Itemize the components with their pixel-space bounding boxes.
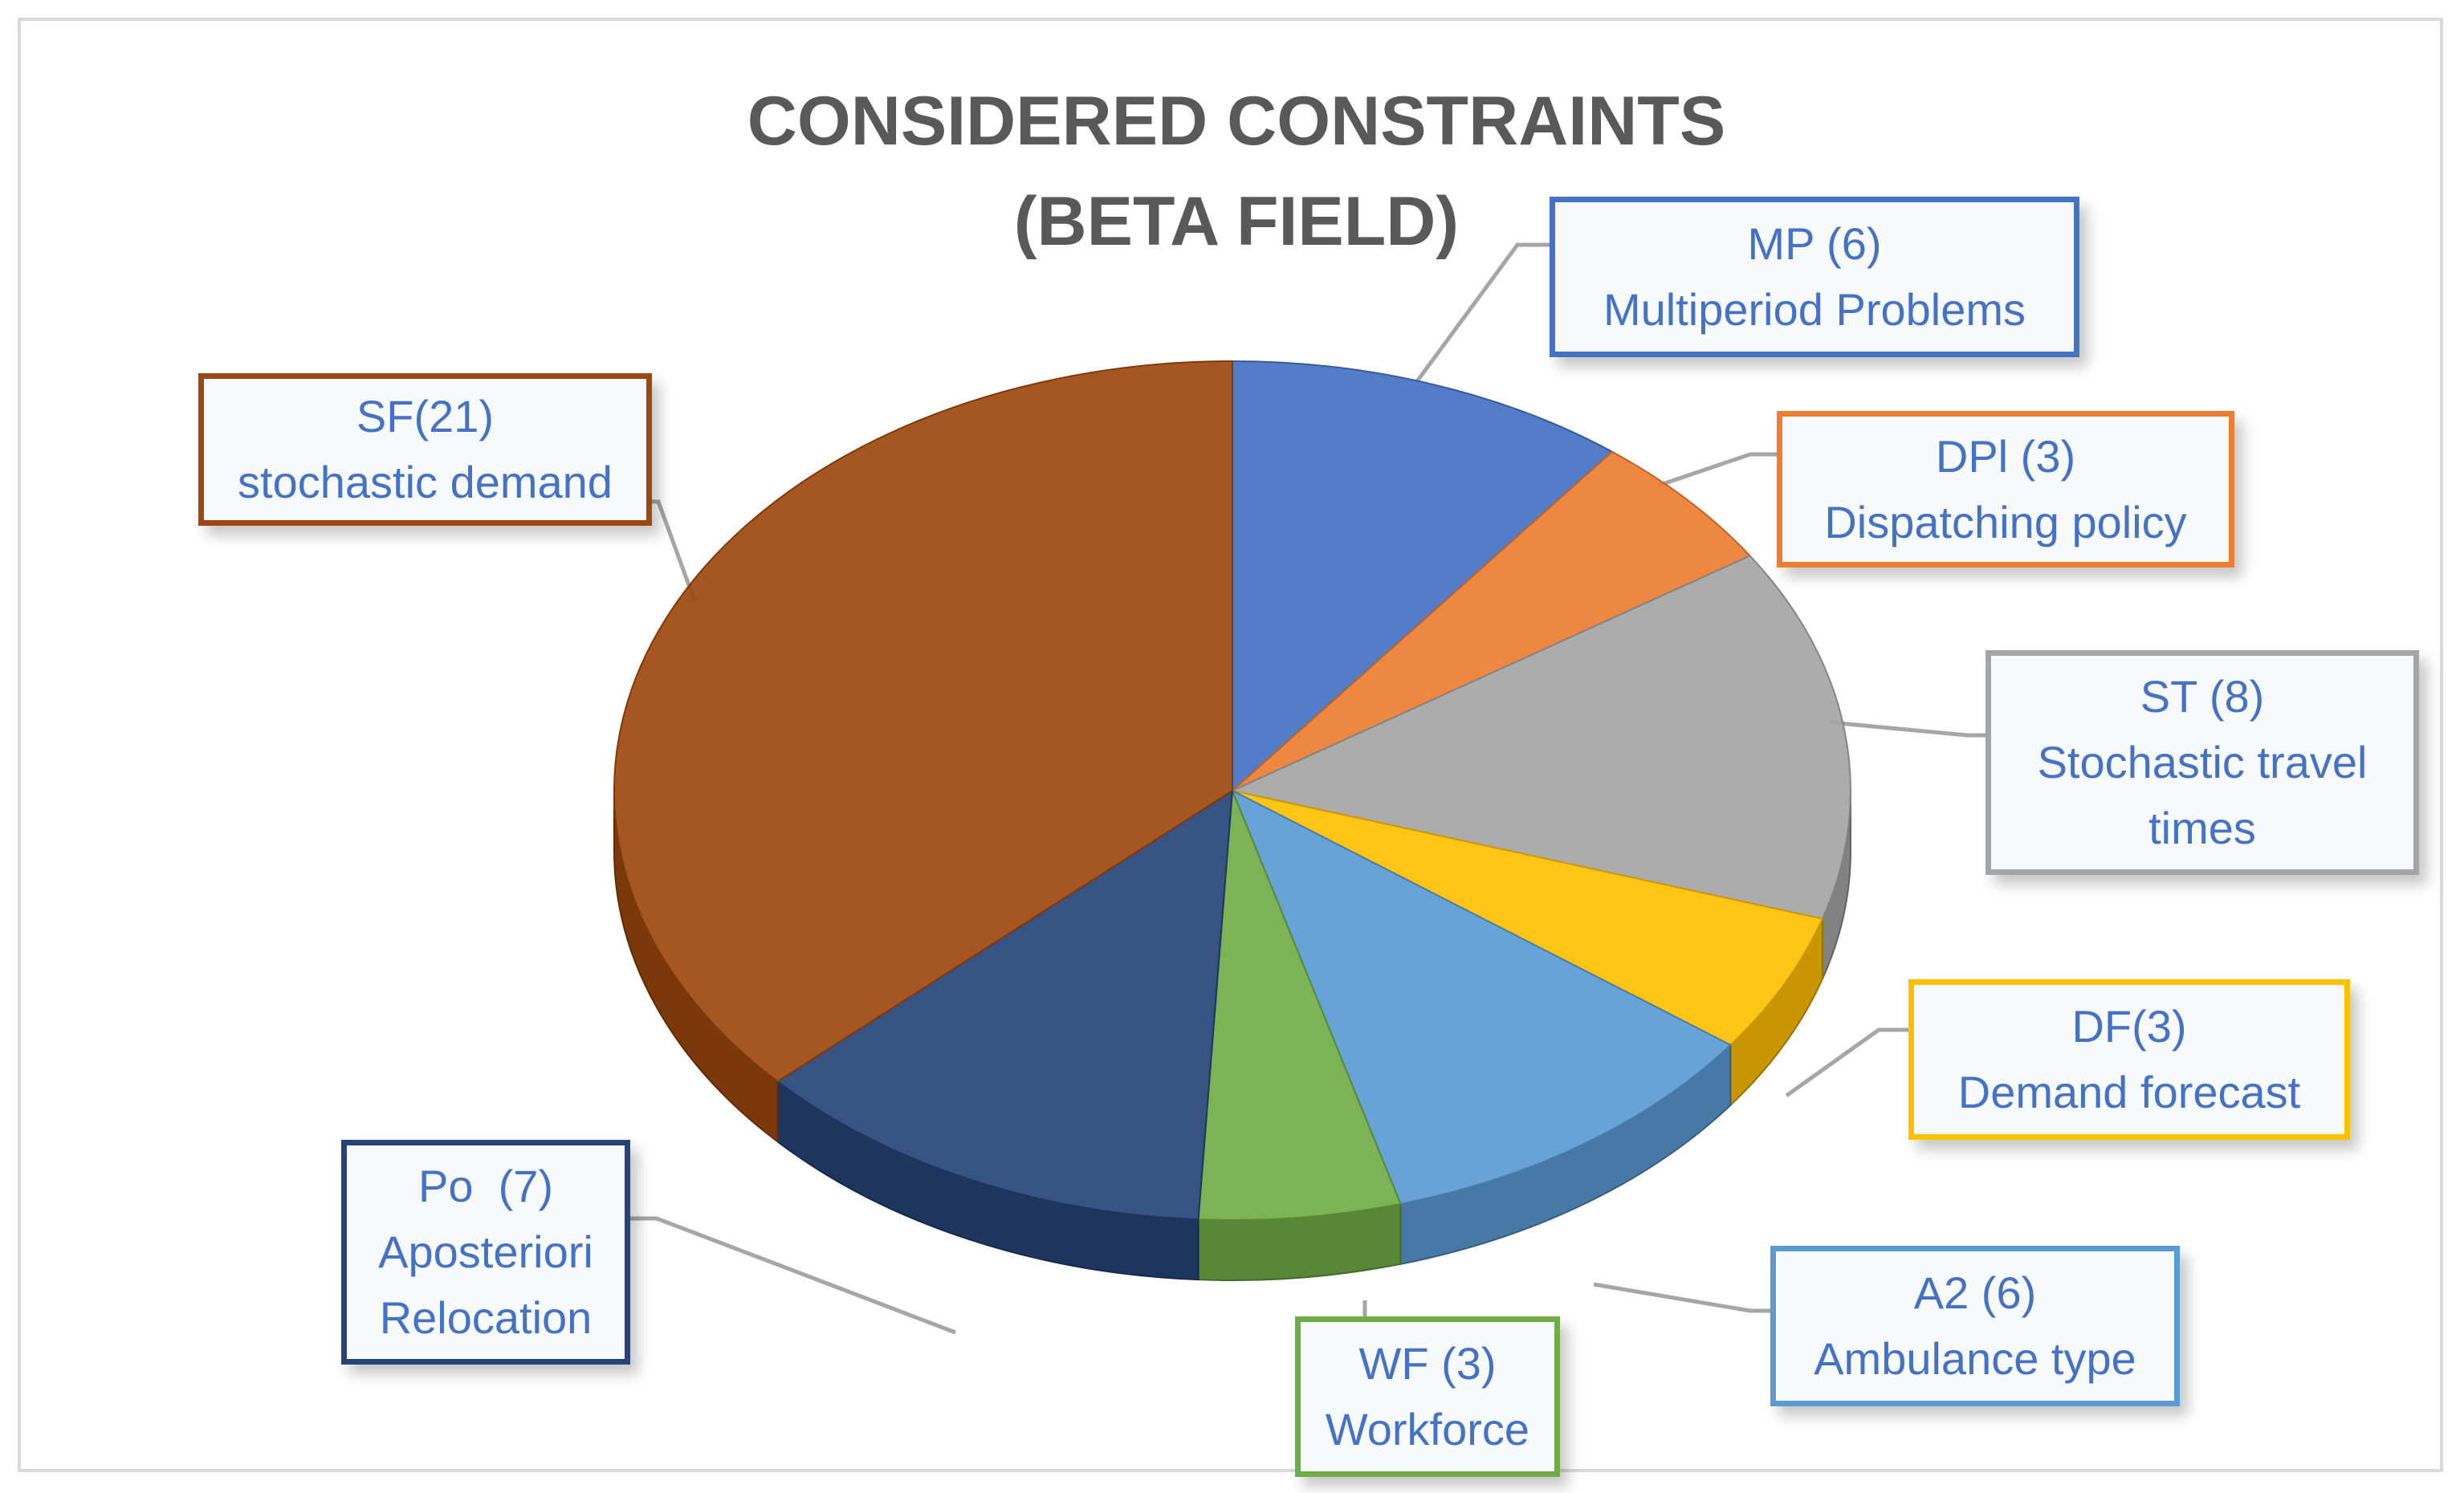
chart-title-line-1: CONSIDERED CONSTRAINTS: [747, 83, 1725, 160]
data-label-sf-21: SF(21) stochastic demand: [198, 373, 652, 526]
pie-slice-st-8: [1229, 555, 1851, 920]
data-label-df-3: DF(3) Demand forecast: [1908, 979, 2350, 1140]
pie-slices: [613, 360, 1851, 1222]
data-label-code: MP (6): [1747, 218, 1882, 269]
data-label-code: ST (8): [2140, 671, 2265, 722]
data-label-code: DPl (3): [1935, 430, 2076, 482]
pie-slice-dpl-3: [1232, 450, 1752, 791]
data-label-code: Po (7): [417, 1161, 554, 1211]
data-label-st-8: ST (8) Stochastic travel times: [1985, 650, 2419, 875]
data-label-description-line-1: stochastic demand: [238, 457, 613, 507]
data-label-dpl-3: DPl (3) Dispatching policy: [1777, 411, 2234, 568]
leader-line-mp-6: [1415, 242, 1550, 383]
leader-line-st-8: [1830, 720, 1985, 738]
leader-line-sf-21: [652, 499, 697, 601]
data-label-description-line-1: Dispatching policy: [1824, 496, 2187, 547]
chart-title: CONSIDERED CONSTRAINTS (BETA FIELD): [747, 83, 1725, 260]
data-label-description-line-1: Ambulance type: [1814, 1333, 2136, 1384]
data-label-code: DF(3): [2071, 1001, 2187, 1052]
pie-slice-po-7: [776, 789, 1234, 1221]
leader-line-a2-6: [1593, 1282, 1770, 1313]
leader-line-dpl-3: [1657, 452, 1777, 488]
data-label-po-7: Po (7) Aposteriori Relocation: [341, 1140, 630, 1365]
pie-slice-df-3: [1232, 790, 1824, 1047]
data-label-description-line-1: Workforce: [1325, 1404, 1530, 1454]
data-label-wf-3: WF (3) Workforce: [1295, 1316, 1560, 1477]
data-label-code: WF (3): [1358, 1338, 1497, 1389]
chart-title-line-2: (BETA FIELD): [1014, 183, 1459, 260]
leader-line-df-3: [1785, 1027, 1908, 1098]
data-label-a2-6: A2 (6) Ambulance type: [1770, 1246, 2180, 1406]
leader-line-po-7: [630, 1216, 956, 1335]
data-label-description-line-1: Aposteriori: [378, 1227, 593, 1277]
data-label-mp-6: MP (6) Multiperiod Problems: [1550, 197, 2079, 357]
data-label-description-line-1: Demand forecast: [1957, 1067, 2301, 1117]
pie-slice-a2-6: [1231, 788, 1733, 1205]
pie-slice-sf-21: [613, 360, 1233, 1083]
pie-slice-mp-6: [1232, 360, 1614, 793]
data-label-code: A2 (6): [1913, 1267, 2037, 1318]
data-label-description-line-1: Stochastic travel: [2037, 737, 2368, 787]
data-label-description-line-1: Multiperiod Problems: [1603, 284, 2026, 335]
leader-lines: [630, 242, 1985, 1335]
pie-slice-wf-3: [1197, 790, 1402, 1222]
data-label-code: SF(21): [356, 391, 495, 441]
data-label-description-line-2: Relocation: [379, 1292, 593, 1343]
data-label-description-line-2: times: [2148, 803, 2256, 853]
